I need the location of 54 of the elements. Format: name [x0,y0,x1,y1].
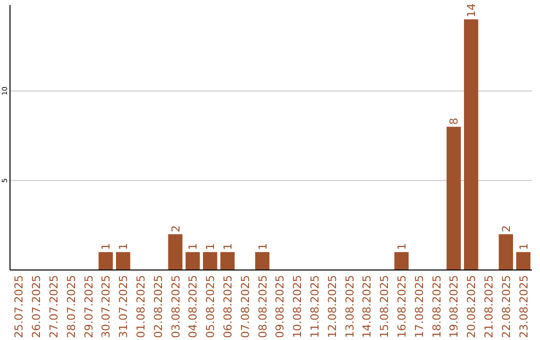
data-label: 8 [448,118,461,125]
x-tick-label: 23.08.2025 [517,275,530,338]
x-tick-label: 15.08.2025 [378,275,392,338]
x-tick-label: 05.08.2025 [204,275,218,338]
bar [116,252,130,270]
x-tick-label: 22.08.2025 [500,275,513,338]
x-tick-label: 19.08.2025 [448,275,461,338]
data-label: 1 [100,243,113,250]
x-tick-label: 30.07.2025 [100,275,113,338]
x-tick-label: 18.08.2025 [430,275,444,338]
bar [168,234,182,270]
x-tick-label: 17.08.2025 [412,275,426,338]
x-tick-label: 12.08.2025 [326,275,339,338]
x-tick-label: 07.08.2025 [238,275,252,338]
data-label: 1 [222,243,234,250]
x-tick-label: 25.07.2025 [12,275,26,338]
data-label: 2 [169,225,182,232]
x-tick-label: 31.07.2025 [117,275,130,338]
x-tick-label: 10.08.2025 [291,275,304,338]
x-tick-label: 14.08.2025 [360,275,374,338]
bar [498,234,514,270]
bar [220,252,235,270]
x-tick-label: 28.07.2025 [64,275,78,338]
x-tick-label: 02.08.2025 [152,275,165,338]
bar [202,252,218,270]
x-tick-label: 13.08.2025 [343,275,356,338]
data-label: 1 [256,243,270,250]
x-tick-label: 27.07.2025 [48,275,60,338]
x-tick-label: 26.07.2025 [30,275,44,338]
data-label: 1 [396,243,408,250]
bar [446,126,461,270]
data-label: 1 [204,243,218,250]
x-tick-label: 16.08.2025 [396,275,408,338]
data-label: 1 [186,243,200,250]
bar [516,252,530,270]
x-tick-label: 09.08.2025 [274,275,287,338]
data-label: 1 [117,243,130,250]
x-tick-label: 21.08.2025 [482,275,496,338]
data-label: 2 [500,225,513,232]
bar [255,252,270,270]
x-tick-label: 20.08.2025 [465,275,478,338]
x-tick-label: 29.07.2025 [82,275,96,338]
x-tick-label: 03.08.2025 [169,275,182,338]
bar [394,252,409,270]
x-tick-label: 01.08.2025 [134,275,148,338]
data-label: 14 [465,3,478,18]
bar [464,19,478,270]
x-tick-label: 06.08.2025 [222,275,234,338]
x-tick-label: 04.08.2025 [186,275,200,338]
data-label: 1 [517,243,530,250]
bar [186,252,200,270]
x-tick-label: 08.08.2025 [256,275,270,338]
x-tick-label: 11.08.2025 [308,275,322,338]
bar [98,252,113,270]
